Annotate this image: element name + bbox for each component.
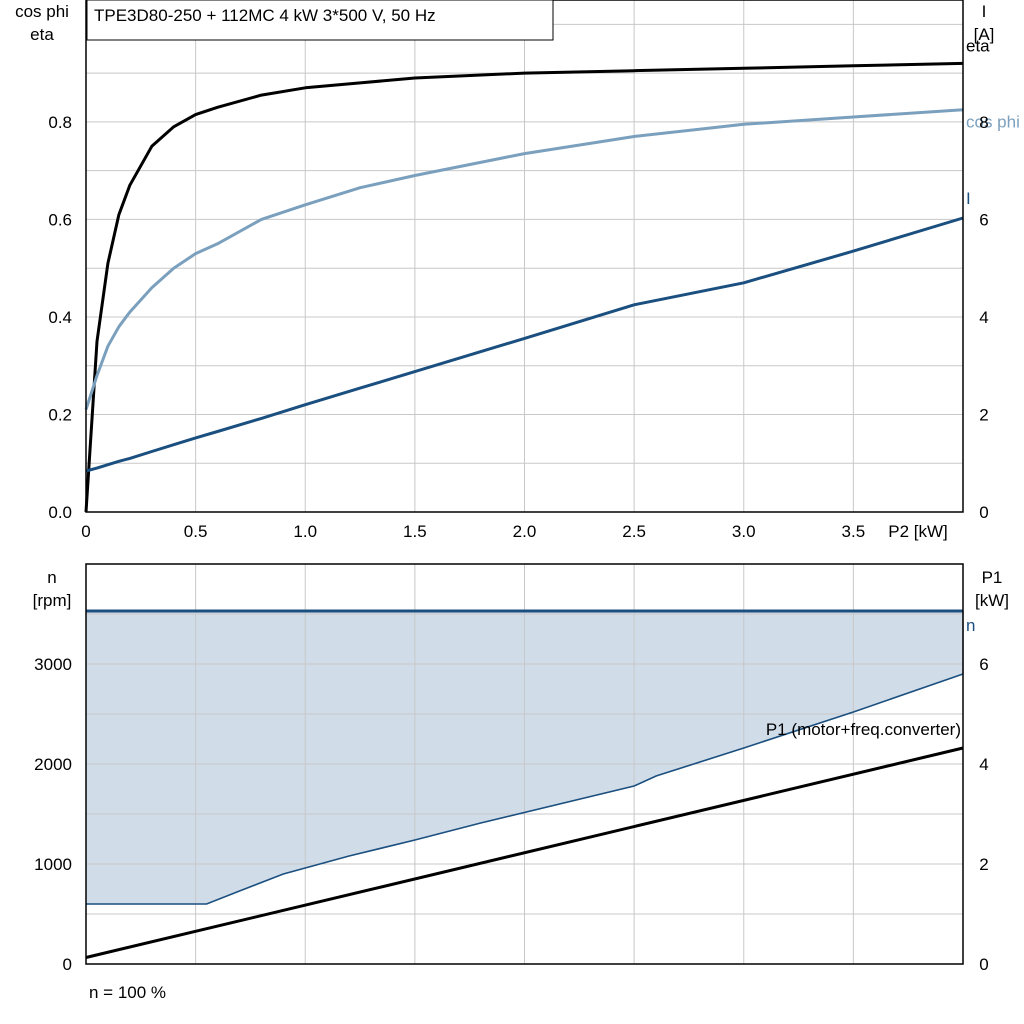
y-left-tick-label: 0.8 (48, 113, 72, 132)
y-left-label-n: n (47, 568, 56, 587)
y-right-label-kw: [kW] (975, 591, 1009, 610)
x-tick-label: 3.5 (842, 522, 866, 541)
series-label: P1 (motor+freq.converter) (766, 720, 961, 739)
y-left-tick-label: 0.2 (48, 405, 72, 424)
x-tick-label: 3.0 (732, 522, 756, 541)
y-right-tick-label: 8 (979, 113, 988, 132)
x-tick-label: 1.5 (403, 522, 427, 541)
y-left-tick-label: 2000 (34, 755, 72, 774)
bottom-tick-labels: 0 1000 2000 3000 0 2 4 6 (34, 655, 989, 974)
y-right-tick-label: 6 (979, 210, 988, 229)
y-right-label-amps: [A] (974, 25, 995, 44)
chart-title: TPE3D80-250 + 112MC 4 kW 3*500 V, 50 Hz (94, 6, 436, 25)
top-tick-labels: 0 0.5 1.0 1.5 2.0 2.5 3.0 3.5 0.0 0.2 0.4 0.6 0.8 0 2 4… (48, 113, 988, 541)
series-label: I (966, 189, 971, 208)
series-label: n (966, 616, 975, 635)
series-line-p1 (85, 746, 964, 959)
y-right-tick-label: 2 (979, 405, 988, 424)
y-left-label-rpm: [rpm] (33, 591, 72, 610)
x-tick-label: 2.5 (622, 522, 646, 541)
y-right-tick-label: 0 (979, 503, 988, 522)
y-right-label-i: I (982, 2, 987, 21)
series-line-n-min (86, 673, 964, 905)
series-line-eta (84, 61, 964, 513)
x-tick-label: 1.0 (293, 522, 317, 541)
y-left-tick-label: 0.4 (48, 308, 72, 327)
y-right-tick-label: 4 (979, 755, 988, 774)
y-left-label-eta: eta (30, 25, 54, 44)
y-left-tick-label: 0.6 (48, 210, 72, 229)
y-left-tick-label: 0.0 (48, 503, 72, 522)
y-left-tick-label: 1000 (34, 855, 72, 874)
series-line-cos-phi (84, 108, 964, 411)
series-label: eta (966, 36, 990, 55)
top-panel: eta cos phi I 0 0.5 1.0 1.5 2.0 2.5 3.0 3.5 0.0 0.2… (15, 0, 1020, 541)
y-left-tick-label: 3000 (34, 655, 72, 674)
bottom-grid (86, 564, 964, 964)
x-tick-label: 0.5 (184, 522, 208, 541)
y-right-tick-label: 0 (979, 955, 988, 974)
y-right-tick-label: 2 (979, 855, 988, 874)
y-left-label-cos-phi: cos phi (15, 2, 69, 21)
series-line-i (85, 216, 964, 473)
y-left-tick-label: 0 (63, 955, 72, 974)
footnote-speed: n = 100 % (89, 983, 166, 1002)
x-tick-label: 0 (81, 522, 90, 541)
bottom-series: n P1 (motor+freq.converter) (85, 609, 975, 959)
series-label: cos phi (966, 113, 1020, 132)
x-tick-label: 2.0 (513, 522, 537, 541)
y-right-label-p1: P1 (982, 568, 1003, 587)
y-right-tick-label: 6 (979, 655, 988, 674)
y-right-tick-label: 4 (979, 308, 988, 327)
title-box (86, 0, 554, 41)
top-plot-frame (85, 0, 964, 513)
top-series: eta cos phi I (84, 36, 1020, 513)
x-axis-label: P2 [kW] (888, 522, 948, 541)
bottom-plot-frame (85, 563, 964, 965)
bottom-panel: n P1 (motor+freq.converter) 0 1000 2000 3000… (33, 563, 1009, 1002)
